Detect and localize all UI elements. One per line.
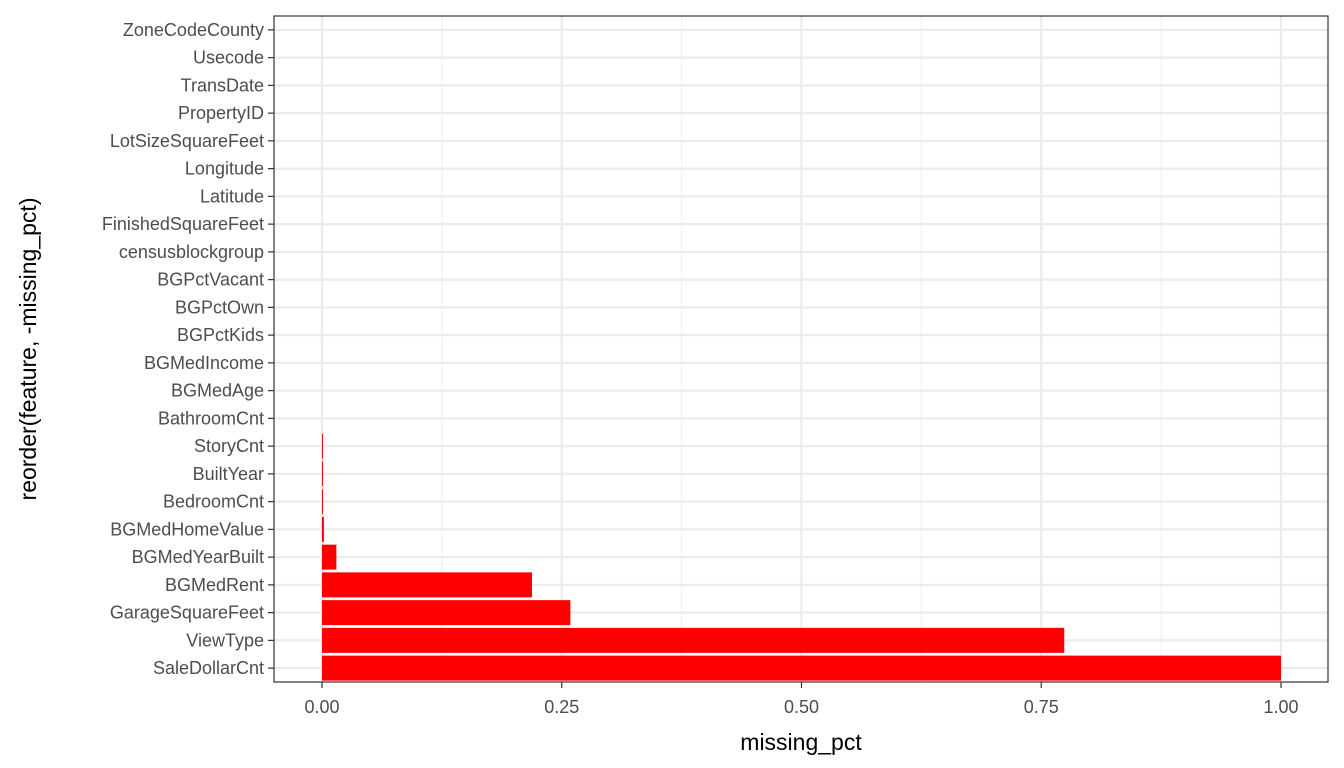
y-tick-label: PropertyID: [178, 103, 264, 123]
bar-SaleDollarCnt: [322, 655, 1281, 681]
x-tick-label: 0.00: [304, 697, 339, 717]
y-tick-label: StoryCnt: [194, 436, 264, 456]
x-tick-label: 0.75: [1024, 697, 1059, 717]
y-tick-label: SaleDollarCnt: [153, 658, 264, 678]
bar-BGMedHomeValue: [322, 516, 324, 542]
y-axis-title: reorder(feature, -missing_pct): [15, 198, 41, 501]
y-tick-label: BathroomCnt: [158, 408, 264, 428]
x-tick-label: 1.00: [1263, 697, 1298, 717]
y-axis: SaleDollarCnt ViewType GarageSquareFeet BGM…: [102, 20, 274, 678]
bar-BuiltYear: [322, 461, 323, 487]
y-tick-label: FinishedSquareFeet: [102, 214, 264, 234]
x-axis-title: missing_pct: [740, 729, 862, 755]
y-tick-label: censusblockgroup: [119, 242, 264, 262]
bar-BGMedRent: [322, 572, 533, 598]
y-tick-label: BGPctOwn: [175, 297, 264, 317]
bar-ViewType: [322, 627, 1065, 653]
y-tick-label: BGMedHomeValue: [110, 519, 264, 539]
bar-BGMedYearBuilt: [322, 544, 337, 570]
y-tick-label: BGPctVacant: [157, 270, 264, 290]
bar-StoryCnt: [322, 433, 323, 459]
y-tick-label: ZoneCodeCounty: [123, 20, 264, 40]
bars: [322, 433, 1281, 681]
y-tick-label: TransDate: [181, 75, 264, 95]
y-tick-label: ViewType: [186, 630, 264, 650]
minor-gridlines: [441, 16, 1162, 682]
y-tick-label: BGMedRent: [165, 575, 264, 595]
y-tick-label: BGMedIncome: [144, 353, 264, 373]
x-axis: 0.00 0.25 0.50 0.75 1.00: [304, 682, 1299, 717]
x-tick-label: 0.25: [544, 697, 579, 717]
y-tick-label: GarageSquareFeet: [110, 603, 264, 623]
y-tick-label: Longitude: [185, 159, 264, 179]
bar-GarageSquareFeet: [322, 600, 571, 626]
y-tick-label: BuiltYear: [193, 464, 264, 484]
y-tick-label: BGPctKids: [177, 325, 264, 345]
y-tick-label: LotSizeSquareFeet: [110, 131, 264, 151]
x-tick-label: 0.50: [784, 697, 819, 717]
y-tick-label: Usecode: [193, 48, 264, 68]
y-tick-label: BGMedAge: [171, 381, 264, 401]
bar-BedroomCnt: [322, 489, 323, 515]
y-tick-label: Latitude: [200, 186, 264, 206]
y-tick-label: BedroomCnt: [163, 492, 264, 512]
y-tick-label: BGMedYearBuilt: [132, 547, 264, 567]
